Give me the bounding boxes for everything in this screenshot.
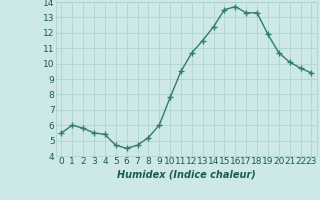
X-axis label: Humidex (Indice chaleur): Humidex (Indice chaleur) — [117, 169, 256, 179]
